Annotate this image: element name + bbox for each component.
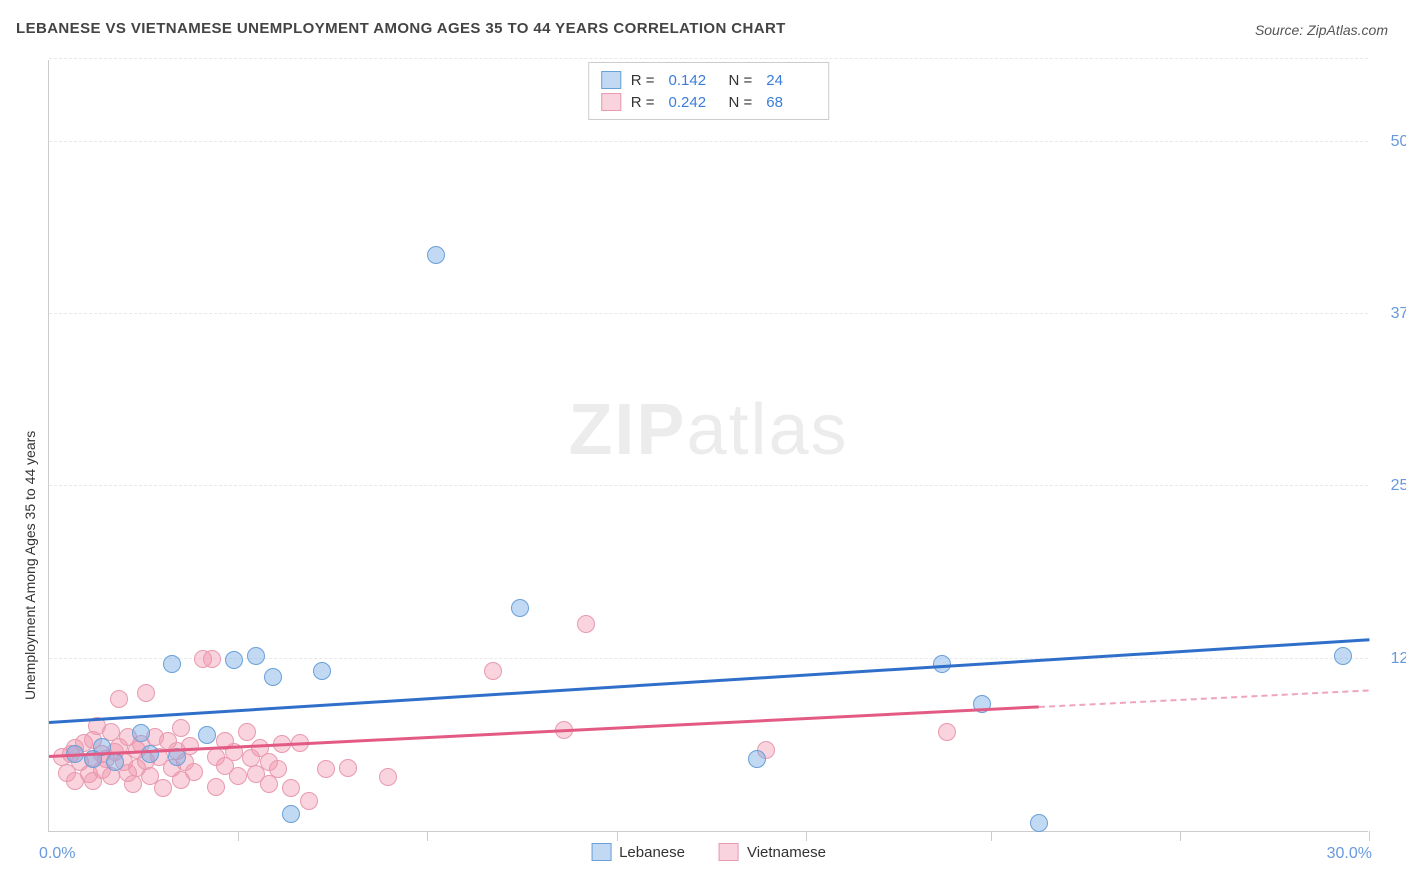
legend-label-vietnamese: Vietnamese [747, 844, 826, 861]
y-tick-label: 50.0% [1391, 133, 1406, 151]
stats-row-0: R = 0.142 N = 24 [601, 69, 817, 91]
data-point [427, 246, 445, 264]
data-point [282, 779, 300, 797]
data-point [207, 778, 225, 796]
data-point [317, 760, 335, 778]
data-point [124, 775, 142, 793]
x-max-label: 30.0% [1327, 845, 1372, 863]
chart-title: LEBANESE VS VIETNAMESE UNEMPLOYMENT AMON… [16, 20, 786, 37]
legend-label-lebanese: Lebanese [619, 844, 685, 861]
n-label-0: N = [729, 72, 753, 89]
data-point [238, 723, 256, 741]
data-point [203, 650, 221, 668]
legend-swatch-lebanese [591, 843, 611, 861]
plot-area: ZIPatlas R = 0.142 N = 24 R = 0.242 N = … [48, 60, 1368, 832]
x-tick [991, 831, 992, 841]
n-label-1: N = [729, 94, 753, 111]
data-point [339, 759, 357, 777]
gridline [49, 141, 1368, 142]
x-tick [1369, 831, 1370, 841]
x-tick [427, 831, 428, 841]
data-point [198, 726, 216, 744]
legend-item-lebanese: Lebanese [591, 843, 685, 861]
data-point [1334, 647, 1352, 665]
data-point [282, 805, 300, 823]
watermark: ZIPatlas [568, 389, 848, 471]
data-point [163, 655, 181, 673]
n-value-1: 68 [766, 94, 816, 111]
data-point [484, 662, 502, 680]
gridline [49, 58, 1368, 59]
data-point [106, 753, 124, 771]
stats-box: R = 0.142 N = 24 R = 0.242 N = 68 [588, 62, 830, 120]
n-value-0: 24 [766, 72, 816, 89]
watermark-light: atlas [686, 390, 848, 470]
x-tick [617, 831, 618, 841]
gridline [49, 313, 1368, 314]
gridline [49, 485, 1368, 486]
data-point [577, 615, 595, 633]
data-point [132, 724, 150, 742]
legend-swatch-vietnamese [719, 843, 739, 861]
regression-line [1039, 690, 1369, 709]
x-tick [238, 831, 239, 841]
swatch-vietnamese [601, 93, 621, 111]
data-point [172, 719, 190, 737]
data-point [379, 768, 397, 786]
x-tick [806, 831, 807, 841]
watermark-bold: ZIP [568, 390, 686, 470]
y-tick-label: 37.5% [1391, 305, 1406, 323]
y-tick-label: 25.0% [1391, 477, 1406, 495]
source-label: Source: ZipAtlas.com [1255, 22, 1388, 38]
x-min-label: 0.0% [39, 845, 75, 863]
data-point [154, 779, 172, 797]
bottom-legend: Lebanese Vietnamese [591, 843, 826, 861]
y-axis-label: Unemployment Among Ages 35 to 44 years [22, 431, 38, 700]
r-value-1: 0.242 [669, 94, 719, 111]
data-point [313, 662, 331, 680]
data-point [269, 760, 287, 778]
data-point [748, 750, 766, 768]
data-point [137, 684, 155, 702]
y-tick-label: 12.5% [1391, 650, 1406, 668]
stats-row-1: R = 0.242 N = 68 [601, 91, 817, 113]
data-point [300, 792, 318, 810]
data-point [185, 763, 203, 781]
chart-container: LEBANESE VS VIETNAMESE UNEMPLOYMENT AMON… [0, 0, 1406, 892]
data-point [511, 599, 529, 617]
data-point [264, 668, 282, 686]
data-point [141, 745, 159, 763]
swatch-lebanese [601, 71, 621, 89]
data-point [110, 690, 128, 708]
x-tick [1180, 831, 1181, 841]
data-point [229, 767, 247, 785]
r-label-0: R = [631, 72, 655, 89]
data-point [225, 651, 243, 669]
data-point [247, 647, 265, 665]
r-label-1: R = [631, 94, 655, 111]
r-value-0: 0.142 [669, 72, 719, 89]
legend-item-vietnamese: Vietnamese [719, 843, 826, 861]
data-point [1030, 814, 1048, 832]
data-point [938, 723, 956, 741]
